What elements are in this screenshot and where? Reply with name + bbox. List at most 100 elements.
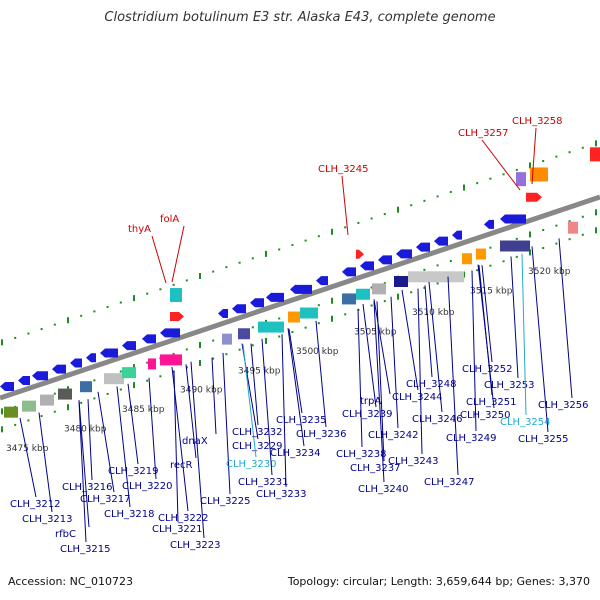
tick-mark <box>199 342 201 348</box>
gene-label: CLH_3234 <box>270 448 321 459</box>
tick-mark <box>291 244 294 247</box>
tick-mark <box>410 204 413 207</box>
tick-mark <box>93 379 96 382</box>
tick-mark <box>106 392 109 395</box>
gene-block <box>500 240 530 252</box>
kbp-label: 3510 kbp <box>412 308 455 318</box>
gene-label: recR <box>170 460 193 471</box>
leader-line <box>558 238 573 399</box>
gene-block <box>462 253 472 265</box>
gene-block <box>590 147 600 162</box>
tick-mark <box>555 155 558 158</box>
tick-mark <box>436 195 439 198</box>
tick-mark <box>251 257 254 260</box>
gene-arrow <box>356 249 364 259</box>
gene-label: CLH_3221 <box>152 524 203 535</box>
kbp-label: 3480 kbp <box>64 425 107 435</box>
tick-mark <box>370 304 373 307</box>
tick-mark <box>515 255 518 258</box>
tick-mark <box>106 305 109 308</box>
gene-arrow <box>360 261 374 271</box>
leader-line <box>78 401 87 543</box>
gene-label: folA <box>160 214 179 225</box>
tick-mark <box>251 344 254 347</box>
tick-mark <box>159 288 162 291</box>
leader-line <box>510 256 519 379</box>
tick-mark <box>119 301 122 304</box>
gene-label: CLH_3258 <box>512 116 563 127</box>
tick-mark <box>383 300 386 303</box>
leader-line <box>222 352 231 495</box>
tick-mark <box>238 261 241 264</box>
leader-line <box>190 361 205 539</box>
gene-label: CLH_3238 <box>336 449 387 460</box>
gene-block <box>516 172 526 187</box>
tick-mark <box>423 199 426 202</box>
gene-arrow <box>70 358 82 368</box>
gene-arrow <box>484 219 494 229</box>
tick-mark <box>581 146 584 149</box>
leader-line <box>373 301 385 483</box>
tick-mark <box>67 404 69 411</box>
leader-line <box>521 253 527 416</box>
gene-block <box>408 271 464 283</box>
tick-mark <box>397 293 399 300</box>
gene-arrow <box>526 192 542 202</box>
gene-arrow <box>100 348 118 358</box>
tick-mark <box>542 229 545 232</box>
gene-label: CLH_3253 <box>484 380 535 391</box>
tick-mark <box>27 332 30 335</box>
tick-mark <box>67 317 69 324</box>
gene-arrow <box>18 375 30 385</box>
kbp-label: 3490 kbp <box>180 386 223 396</box>
leader-line <box>531 127 537 185</box>
leader-line <box>531 246 549 433</box>
gene-label: CLH_3240 <box>358 484 409 495</box>
tick-mark <box>251 326 254 329</box>
tick-mark <box>317 304 320 307</box>
kbp-label: 3500 kbp <box>296 347 339 357</box>
gene-arrow <box>290 284 312 294</box>
tick-mark <box>146 292 149 295</box>
gene-block <box>568 221 578 234</box>
leader-line <box>281 334 287 488</box>
gene-block <box>104 373 124 385</box>
gene-arrow <box>342 267 356 277</box>
gene-block <box>170 288 182 303</box>
leader-line <box>341 175 349 236</box>
gene-block <box>530 167 548 182</box>
tick-mark <box>502 260 505 263</box>
tick-mark <box>555 242 558 245</box>
gene-arrow <box>266 292 284 302</box>
gene-label: CLH_3212 <box>10 499 61 510</box>
tick-mark <box>449 259 452 262</box>
gene-block <box>58 388 72 400</box>
kbp-label: 3520 kbp <box>528 267 571 277</box>
tick-mark <box>212 357 215 360</box>
tick-mark <box>331 228 333 235</box>
tick-mark <box>304 239 307 242</box>
tick-mark <box>53 410 56 413</box>
leader-line <box>424 285 433 378</box>
tick-mark <box>172 352 175 355</box>
tick-mark <box>581 215 584 218</box>
tick-mark <box>119 388 122 391</box>
tick-mark <box>146 361 149 364</box>
tick-mark <box>436 264 439 267</box>
tick-mark <box>542 160 545 163</box>
gene-label: CLH_3218 <box>104 509 155 520</box>
leader-line <box>211 357 217 435</box>
tick-mark <box>278 335 281 338</box>
tick-mark <box>119 370 122 373</box>
gene-block <box>372 283 386 295</box>
leader-line <box>357 308 363 448</box>
gene-label: CLH_3222 <box>158 513 209 524</box>
tick-mark <box>370 286 373 289</box>
gene-label: CLH_3246 <box>412 414 463 425</box>
gene-label: CLH_3235 <box>276 415 327 426</box>
gene-arrow <box>232 304 246 314</box>
gene-block <box>342 293 356 305</box>
tick-mark <box>80 314 83 317</box>
leader-line <box>116 386 131 508</box>
